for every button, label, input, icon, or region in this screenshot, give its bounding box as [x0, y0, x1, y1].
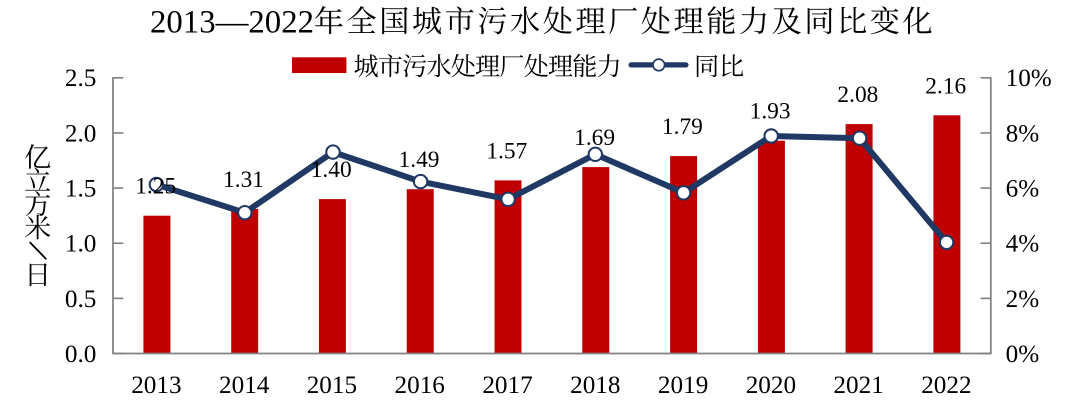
svg-text:6%: 6% [1006, 176, 1040, 203]
svg-text:1.40: 1.40 [311, 157, 352, 183]
svg-text:1.79: 1.79 [662, 114, 703, 140]
svg-text:1.25: 1.25 [135, 174, 176, 200]
svg-text:2013—2022: 2013—2022 [150, 4, 314, 40]
svg-text:0.0: 0.0 [65, 341, 96, 368]
svg-text:4%: 4% [1006, 231, 1040, 258]
svg-text:2015: 2015 [307, 372, 357, 399]
svg-text:2019: 2019 [658, 372, 708, 399]
svg-text:2.16: 2.16 [925, 73, 966, 99]
svg-text:2013: 2013 [131, 372, 181, 399]
svg-text:2014: 2014 [219, 372, 270, 399]
svg-text:2.0: 2.0 [65, 120, 96, 147]
svg-text:2017: 2017 [482, 372, 532, 399]
svg-text:2016: 2016 [395, 372, 445, 399]
svg-text:1.49: 1.49 [399, 147, 440, 173]
svg-text:2022: 2022 [921, 372, 971, 399]
svg-text:2018: 2018 [570, 372, 620, 399]
svg-text:2.5: 2.5 [65, 65, 96, 92]
svg-text:0%: 0% [1006, 341, 1040, 368]
svg-text:1.31: 1.31 [223, 167, 264, 193]
svg-text:1.93: 1.93 [750, 99, 791, 125]
svg-text:2021: 2021 [833, 372, 883, 399]
svg-text:2%: 2% [1006, 286, 1040, 313]
svg-text:1.69: 1.69 [574, 125, 615, 151]
svg-text:10%: 10% [1006, 65, 1052, 92]
svg-text:0.5: 0.5 [65, 286, 96, 313]
svg-text:2020: 2020 [746, 372, 796, 399]
svg-text:1.0: 1.0 [65, 231, 96, 258]
svg-text:8%: 8% [1006, 120, 1040, 147]
svg-text:1.5: 1.5 [65, 176, 96, 203]
svg-text:2.08: 2.08 [837, 82, 878, 108]
svg-text:1.57: 1.57 [486, 138, 527, 164]
